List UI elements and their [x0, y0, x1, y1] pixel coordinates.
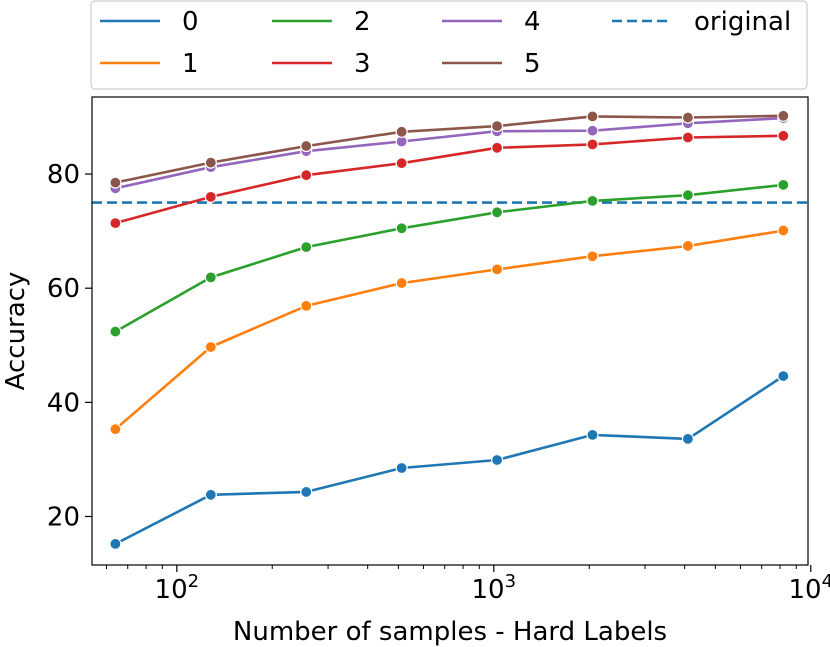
legend-label-original: original — [694, 7, 791, 37]
y-axis-label: Accuracy — [1, 272, 31, 391]
data-point-2-256 — [300, 241, 313, 254]
data-point-2-8192 — [777, 178, 790, 191]
x-tick-label-100: 102 — [155, 571, 200, 605]
data-point-0-8192 — [777, 369, 790, 383]
data-point-2-1024 — [490, 206, 504, 219]
plot-frame — [91, 96, 809, 566]
data-point-2-128 — [204, 271, 217, 284]
legend-label-0: 0 — [182, 7, 199, 37]
data-point-0-64 — [109, 537, 122, 550]
data-point-3-64 — [109, 217, 122, 230]
legend-label-3: 3 — [354, 49, 371, 79]
axes: 20 40 60 80 102 103 104 — [47, 160, 830, 605]
y-tick-label-60: 60 — [47, 274, 80, 304]
x-tick-label-1000: 103 — [472, 571, 517, 605]
legend-label-2: 2 — [354, 7, 371, 37]
data-point-5-512 — [395, 125, 408, 138]
data-point-1-512 — [395, 276, 408, 290]
data-point-4-2048 — [586, 124, 599, 137]
data-point-5-8192 — [777, 109, 790, 122]
data-point-2-64 — [109, 325, 122, 338]
legend-label-4: 4 — [524, 7, 541, 37]
plot-area — [92, 109, 808, 550]
data-point-0-2048 — [586, 428, 599, 441]
data-point-1-64 — [109, 423, 122, 436]
data-point-5-1024 — [490, 120, 504, 133]
data-point-2-2048 — [586, 194, 599, 207]
series-line-5 — [115, 114, 784, 184]
data-point-3-256 — [300, 169, 313, 182]
series-line-4 — [115, 116, 784, 190]
series-line-2 — [114, 183, 784, 333]
data-point-0-256 — [300, 485, 313, 499]
data-point-1-8192 — [777, 224, 790, 237]
data-point-1-128 — [204, 340, 217, 354]
x-axis-label: Number of samples - Hard Labels — [233, 617, 667, 647]
data-point-1-4096 — [681, 239, 695, 253]
legend-label-1: 1 — [182, 49, 199, 79]
legend: 0 1 2 3 4 5 original — [90, 0, 808, 90]
series-line-1 — [114, 229, 784, 431]
data-point-0-4096 — [681, 432, 695, 445]
data-point-1-1024 — [490, 263, 504, 276]
data-point-3-128 — [204, 190, 217, 203]
data-point-5-64 — [109, 176, 122, 189]
data-point-3-4096 — [681, 131, 695, 144]
data-point-2-4096 — [681, 189, 695, 202]
data-point-0-512 — [395, 461, 408, 475]
data-point-3-1024 — [490, 141, 504, 154]
y-tick-label-20: 20 — [47, 502, 80, 532]
series-line-0 — [114, 375, 785, 546]
data-point-5-4096 — [681, 111, 695, 124]
data-point-3-512 — [395, 157, 408, 170]
data-point-2-512 — [395, 222, 408, 235]
x-tick-label-10000: 104 — [789, 571, 830, 605]
legend-label-5: 5 — [524, 49, 541, 79]
data-point-5-2048 — [586, 110, 599, 123]
legend-box — [90, 0, 808, 90]
series-line-3 — [115, 134, 784, 225]
data-point-5-256 — [300, 139, 313, 153]
data-point-0-128 — [204, 488, 217, 501]
y-tick-label-80: 80 — [47, 160, 80, 190]
y-tick-label-40: 40 — [47, 388, 80, 418]
data-point-0-1024 — [490, 453, 504, 467]
data-point-1-2048 — [586, 250, 599, 263]
data-point-3-2048 — [586, 138, 599, 151]
data-point-3-8192 — [777, 129, 790, 142]
data-point-1-256 — [300, 299, 313, 312]
data-point-5-128 — [204, 156, 217, 169]
